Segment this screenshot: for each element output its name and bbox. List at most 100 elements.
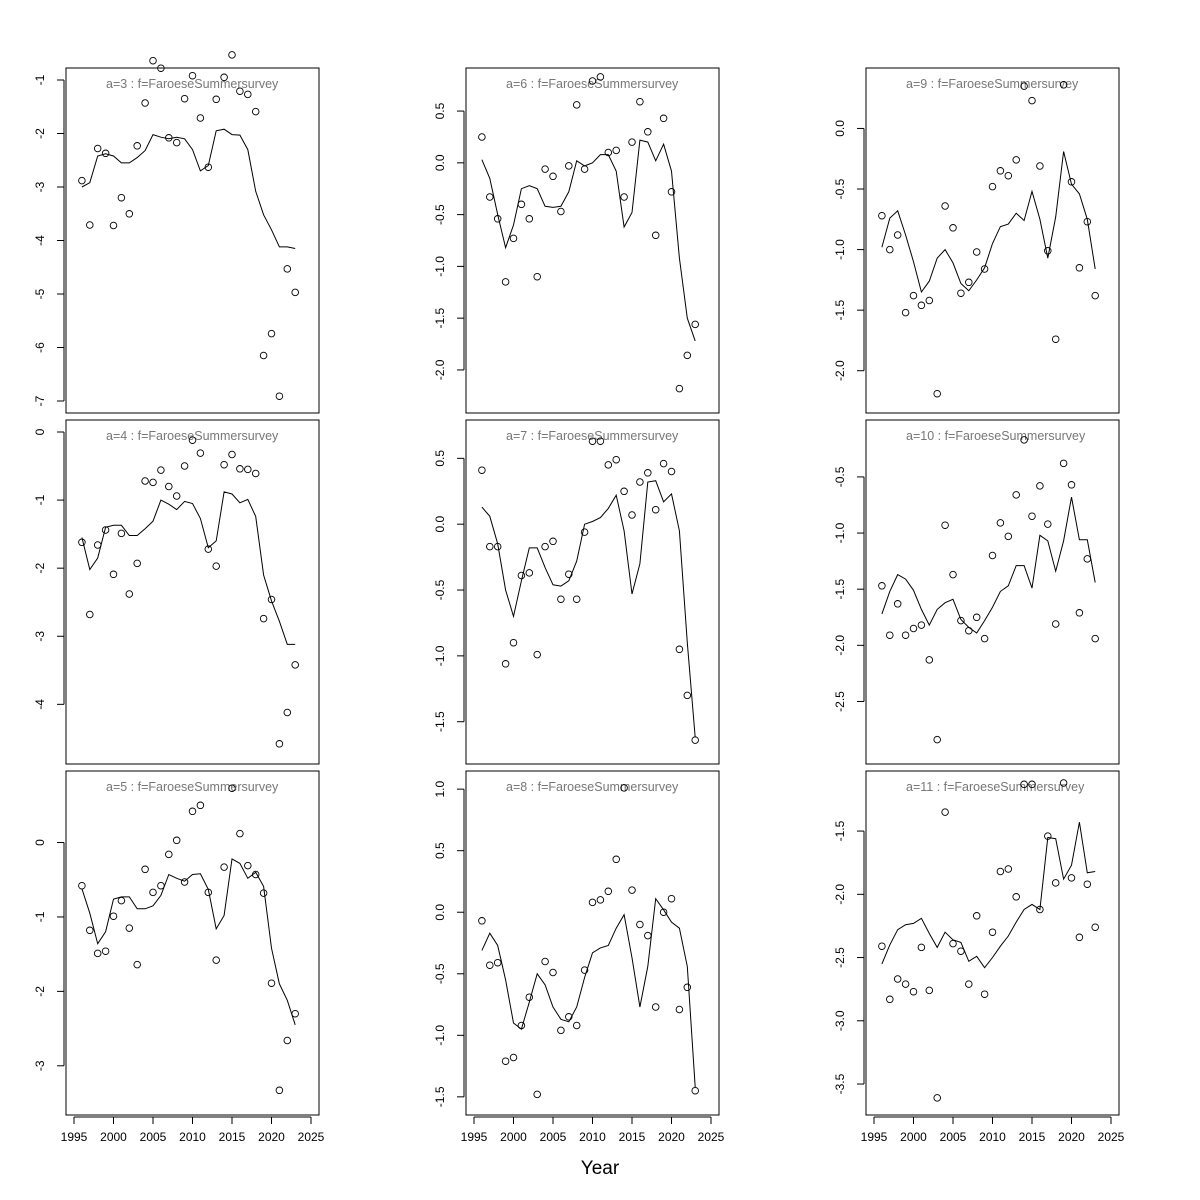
observed-point: [1067, 178, 1076, 186]
observed-point: [675, 384, 684, 393]
panel-frame: [65, 770, 320, 1116]
observed-point: [267, 979, 276, 987]
observed-point: [1067, 874, 1076, 882]
observed-point: [172, 836, 181, 845]
observed-point: [1036, 905, 1044, 914]
y-tick-label: -0.5: [833, 466, 847, 487]
observed-point: [244, 861, 252, 870]
observed-point: [557, 1026, 565, 1035]
observed-point: [878, 582, 886, 590]
y-tick-label: 0: [33, 428, 47, 435]
observed-point: [596, 437, 605, 445]
y-tick-label: -3: [33, 181, 47, 192]
y-tick-label: -2: [33, 563, 47, 574]
observed-point: [925, 656, 934, 664]
observed-point: [86, 926, 94, 935]
y-tick-label: -1.5: [433, 711, 447, 732]
x-tick-label: 2015: [219, 1130, 246, 1144]
observed-point: [101, 947, 110, 955]
observed-point: [988, 182, 997, 191]
observed-point: [580, 165, 589, 173]
observed-point: [620, 193, 628, 201]
observed-point: [204, 163, 213, 171]
observed-point: [1051, 620, 1060, 628]
observed-point: [557, 595, 565, 603]
observed-point: [980, 265, 989, 273]
observed-point: [965, 980, 973, 988]
observed-point: [941, 808, 949, 816]
observed-point: [972, 912, 981, 920]
observed-point: [949, 570, 957, 579]
observed-point: [572, 1021, 581, 1030]
observed-point: [525, 215, 534, 223]
observed-point: [917, 621, 926, 629]
observed-point: [117, 896, 126, 905]
observed-point: [283, 1036, 292, 1045]
y-tick-label: -1.5: [833, 579, 847, 600]
observed-point: [596, 896, 605, 904]
y-tick-label: -2.0: [833, 360, 847, 381]
observed-point: [1091, 291, 1099, 300]
x-tick-label: 2015: [1019, 1130, 1046, 1144]
observed-point: [620, 784, 628, 792]
observed-point: [172, 492, 181, 500]
fitted-line: [481, 480, 696, 738]
observed-point: [157, 64, 165, 72]
observed-point: [972, 248, 981, 256]
observed-point: [636, 97, 644, 106]
y-tick-label: 0.0: [433, 516, 447, 533]
y-tick-label: -0.5: [433, 204, 447, 225]
panel-frame: [65, 67, 320, 414]
fitted-line: [481, 897, 696, 1088]
observed-point: [996, 167, 1005, 175]
observed-point: [172, 138, 181, 147]
panel-title: a=4 : f=FaroeseSummersurvey: [106, 429, 279, 443]
observed-point: [1051, 879, 1060, 887]
x-tick-label: 2025: [698, 1130, 725, 1144]
observed-point: [1012, 156, 1020, 164]
panel-frame: [865, 67, 1120, 414]
y-tick-label: 0.5: [433, 102, 447, 119]
observed-point: [1044, 247, 1052, 255]
observed-point: [933, 1094, 941, 1102]
panel-frame: [865, 770, 1120, 1116]
observed-point: [620, 487, 628, 496]
y-tick-label: -2.5: [833, 947, 847, 968]
observed-point: [1004, 171, 1013, 180]
observed-point: [565, 1013, 573, 1021]
observed-point: [125, 590, 134, 598]
observed-point: [267, 595, 276, 604]
observed-point: [165, 134, 173, 142]
x-tick-label: 2005: [540, 1130, 567, 1144]
observed-point: [486, 961, 494, 969]
observed-point: [486, 542, 494, 551]
x-tick-label: 2000: [100, 1130, 127, 1144]
observed-point: [141, 99, 149, 107]
observed-point: [949, 224, 957, 232]
observed-point: [220, 863, 228, 871]
observed-point: [188, 807, 197, 816]
observed-point: [501, 660, 510, 668]
panel-title: a=10 : f=FaroeseSummersurvey: [906, 429, 1086, 443]
observed-point: [275, 1086, 284, 1095]
observed-point: [901, 308, 910, 317]
observed-point: [925, 296, 934, 305]
observed-point: [1075, 609, 1084, 617]
observed-point: [196, 114, 205, 122]
observed-point: [291, 661, 299, 669]
observed-point: [659, 459, 668, 468]
y-tick-label: -1.5: [433, 308, 447, 329]
observed-point: [1067, 481, 1076, 489]
observed-point: [509, 234, 518, 243]
observed-point: [1051, 335, 1060, 343]
observed-point: [236, 87, 244, 95]
observed-point: [1059, 81, 1068, 89]
observed-point: [636, 920, 644, 929]
observed-point: [509, 638, 518, 647]
observed-point: [533, 650, 541, 659]
observed-point: [517, 571, 526, 580]
observed-point: [1044, 520, 1052, 528]
observed-point: [628, 511, 636, 519]
y-tick-label: -1: [33, 494, 47, 505]
observed-point: [549, 968, 557, 977]
